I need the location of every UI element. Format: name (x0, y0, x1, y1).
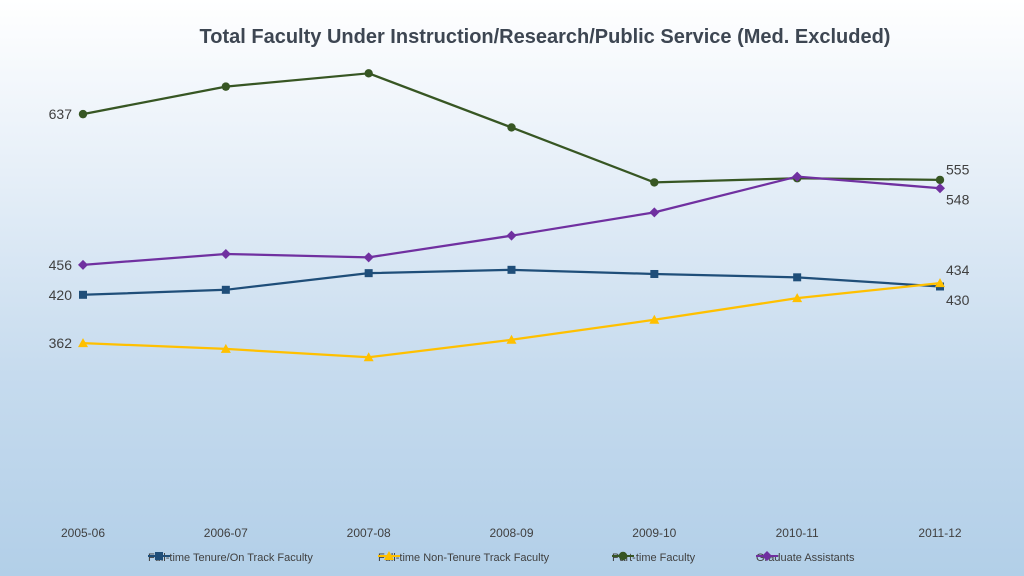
data-label: 420 (49, 287, 73, 303)
series-1 (78, 278, 945, 362)
data-point (363, 252, 374, 263)
data-point (78, 259, 88, 270)
series-line (82, 175, 941, 266)
data-label: 434 (946, 262, 970, 278)
legend-swatch (756, 551, 778, 561)
data-point (506, 230, 517, 241)
x-tick-label: 2011-12 (918, 526, 961, 540)
data-point (78, 109, 88, 119)
series-3 (78, 171, 945, 270)
legend-marker (384, 551, 394, 560)
legend-item: Full-time Non-Tenure Track Faculty (378, 549, 549, 567)
data-point (364, 69, 373, 78)
legend: Full-time Tenure/On Track Faculty Full-ti… (0, 549, 1024, 569)
x-tick-label: 2006-07 (204, 526, 248, 540)
data-point (220, 343, 231, 353)
legend-swatch (378, 551, 400, 560)
data-label: 362 (49, 335, 73, 351)
legend-marker (618, 551, 628, 561)
data-point (220, 249, 231, 260)
data-label: 548 (946, 191, 970, 207)
legend-item: Part-time Faculty (612, 549, 695, 567)
x-tick-label: 2007-08 (347, 526, 391, 540)
data-point (221, 285, 230, 294)
x-tick-label: 2010-11 (776, 526, 819, 540)
data-point (935, 183, 945, 194)
data-point (649, 314, 660, 324)
series-2 (78, 69, 945, 187)
data-point (363, 352, 374, 362)
data-point (221, 82, 231, 91)
data-label: 430 (946, 292, 970, 308)
data-point (78, 338, 88, 348)
legend-marker (762, 551, 772, 561)
data-label: 555 (946, 161, 970, 177)
data-label: 637 (49, 106, 73, 122)
data-point (79, 290, 87, 299)
data-point (650, 269, 659, 278)
data-point (650, 178, 659, 187)
data-label: 456 (49, 257, 73, 273)
chart-title: Total Faculty Under Instruction/Research… (199, 26, 891, 48)
legend-item: Graduate Assistants (756, 549, 854, 567)
legend-label: Graduate Assistants (756, 552, 855, 564)
data-point (792, 293, 803, 303)
data-point (507, 123, 516, 132)
legend-label: Full-time Non-Tenure Track Faculty (378, 552, 550, 564)
data-point (649, 207, 660, 218)
data-point (935, 175, 945, 185)
data-point (792, 171, 803, 182)
legend-marker (155, 552, 163, 560)
data-point (506, 334, 517, 344)
legend-swatch (148, 552, 170, 560)
x-tick-label: 2008-09 (489, 526, 533, 540)
legend-label: Full-time Tenure/On Track Faculty (148, 552, 313, 564)
data-point (793, 273, 802, 282)
legend-item: Full-time Tenure/On Track Faculty (148, 549, 313, 567)
series-line (82, 282, 941, 359)
data-point (364, 269, 373, 278)
data-point (935, 278, 945, 288)
x-tick-label: 2005-06 (61, 526, 105, 540)
legend-swatch (612, 551, 634, 561)
series-0 (79, 265, 944, 299)
data-point (507, 265, 516, 274)
x-tick-label: 2009-10 (632, 526, 676, 540)
